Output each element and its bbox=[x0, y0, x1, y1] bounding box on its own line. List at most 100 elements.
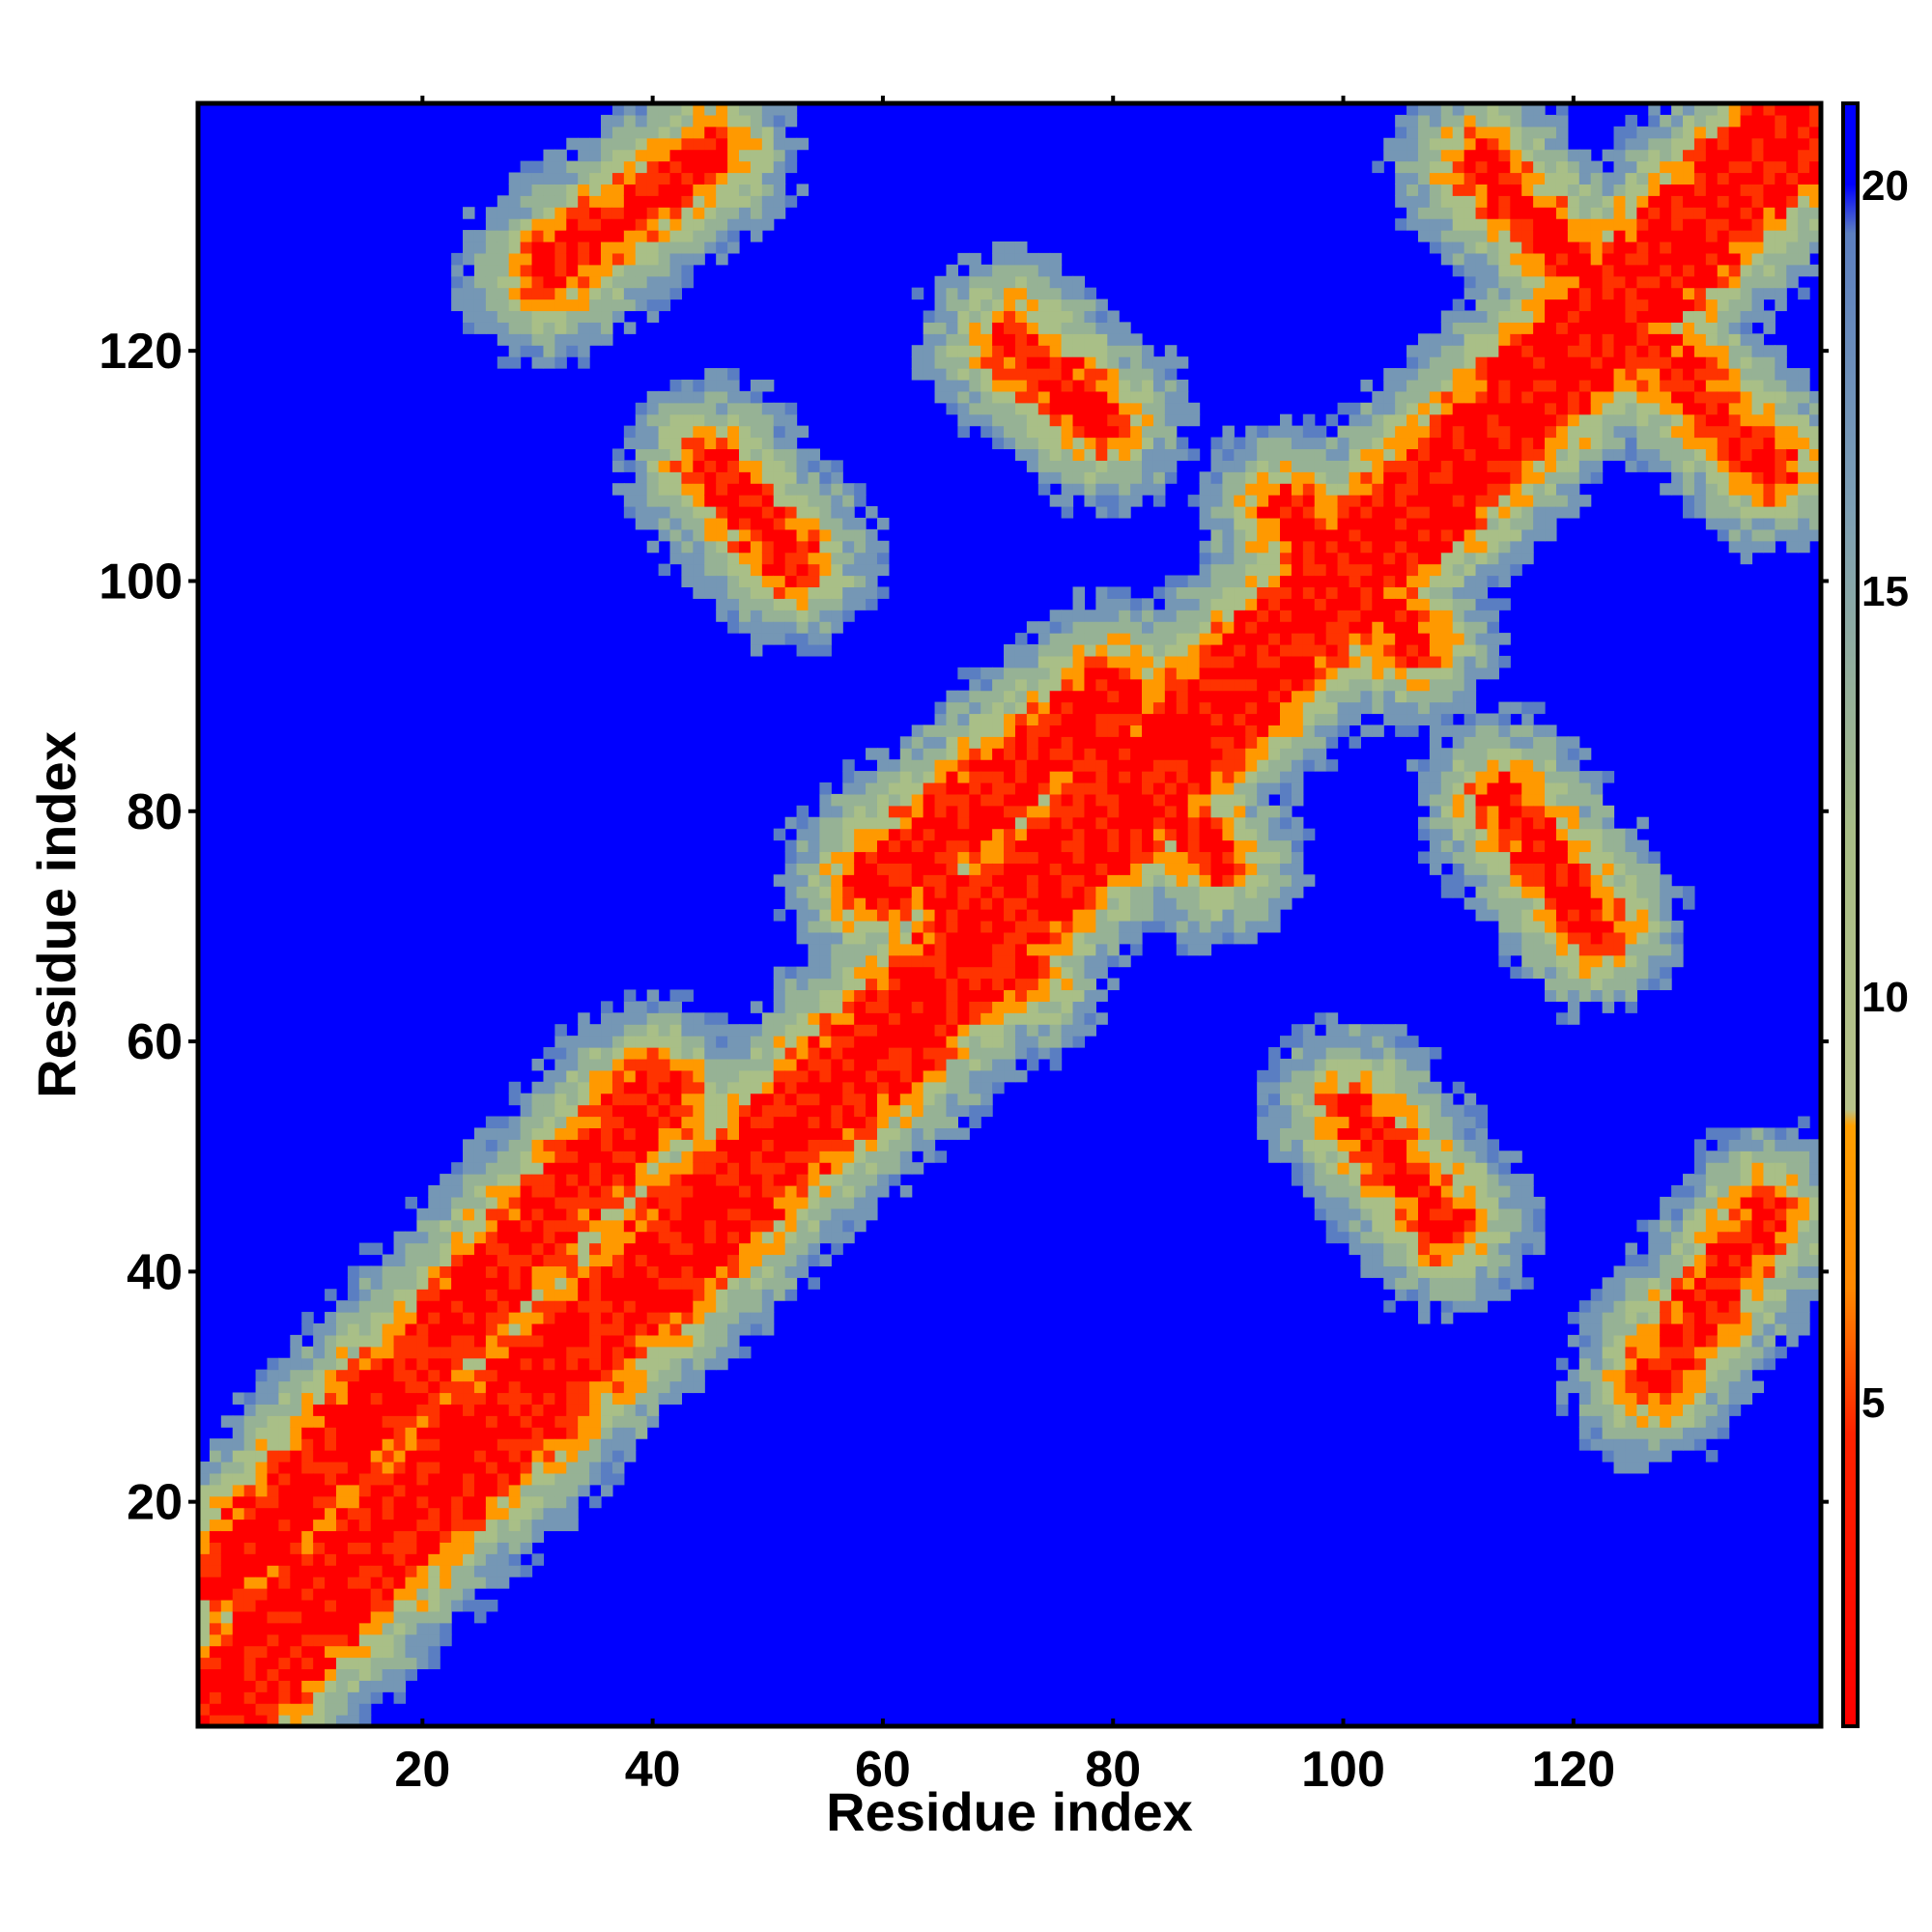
heatmap-cell bbox=[1130, 667, 1143, 680]
heatmap-cell bbox=[451, 1392, 464, 1405]
heatmap-cell bbox=[842, 552, 855, 565]
heatmap-cell bbox=[232, 1530, 245, 1543]
heatmap-cell bbox=[440, 1415, 452, 1428]
heatmap-cell bbox=[923, 978, 936, 991]
heatmap-cell bbox=[761, 448, 775, 461]
heatmap-cell bbox=[693, 460, 705, 472]
heatmap-cell bbox=[267, 1668, 279, 1681]
heatmap-cell bbox=[1187, 736, 1201, 749]
heatmap-cell bbox=[727, 1104, 740, 1118]
heatmap-cell bbox=[957, 781, 970, 795]
heatmap-cell bbox=[566, 1507, 579, 1520]
heatmap-cell bbox=[1280, 540, 1293, 554]
heatmap-cell bbox=[1107, 886, 1120, 898]
heatmap-cell bbox=[842, 920, 855, 933]
heatmap-cell bbox=[946, 828, 958, 841]
heatmap-cell bbox=[739, 1116, 752, 1129]
heatmap-cell bbox=[669, 552, 683, 565]
heatmap-cell bbox=[1234, 874, 1246, 887]
heatmap-cell bbox=[658, 483, 671, 496]
heatmap-cell bbox=[497, 1415, 510, 1428]
heatmap-cell bbox=[1280, 724, 1293, 737]
heatmap-cell bbox=[554, 241, 567, 254]
heatmap-cell bbox=[819, 460, 832, 472]
heatmap-cell bbox=[727, 1219, 740, 1233]
heatmap-cell bbox=[681, 1151, 694, 1163]
heatmap-cell bbox=[635, 1139, 648, 1151]
heatmap-cell bbox=[854, 528, 867, 542]
heatmap-cell bbox=[1325, 1196, 1339, 1209]
heatmap-cell bbox=[646, 1369, 660, 1382]
heatmap-cell bbox=[980, 805, 993, 818]
heatmap-cell bbox=[255, 1691, 269, 1704]
heatmap-cell bbox=[508, 1450, 522, 1463]
heatmap-cell bbox=[473, 1599, 487, 1612]
heatmap-cell bbox=[1119, 322, 1131, 334]
heatmap-cell bbox=[566, 333, 579, 346]
heatmap-cell bbox=[1130, 402, 1143, 415]
heatmap-cell bbox=[566, 1047, 579, 1060]
heatmap-cell bbox=[601, 1185, 613, 1198]
heatmap-cell bbox=[1291, 690, 1304, 703]
heatmap-cell bbox=[635, 1024, 648, 1037]
heatmap-cell bbox=[969, 839, 981, 853]
heatmap-cell bbox=[278, 1577, 291, 1589]
heatmap-cell bbox=[646, 471, 660, 484]
heatmap-cell bbox=[646, 1334, 660, 1348]
heatmap-cell bbox=[428, 1312, 440, 1324]
heatmap-cell bbox=[1072, 736, 1086, 749]
heatmap-cell bbox=[566, 1127, 579, 1140]
heatmap-cell bbox=[1245, 621, 1258, 634]
heatmap-cell bbox=[819, 863, 832, 875]
heatmap-cell bbox=[1164, 471, 1178, 484]
heatmap-cell bbox=[1107, 621, 1120, 634]
heatmap-cell bbox=[601, 1162, 613, 1175]
heatmap-cell bbox=[623, 230, 637, 242]
heatmap-cell bbox=[750, 1151, 763, 1163]
heatmap-cell bbox=[946, 402, 958, 415]
heatmap-cell bbox=[888, 793, 901, 807]
heatmap-cell bbox=[370, 1242, 384, 1256]
heatmap-cell bbox=[1142, 863, 1154, 875]
heatmap-cell bbox=[773, 103, 786, 116]
heatmap-cell bbox=[773, 483, 786, 496]
heatmap-cell bbox=[554, 1369, 567, 1382]
heatmap-cell bbox=[1280, 805, 1293, 818]
heatmap-cell bbox=[1084, 368, 1096, 381]
heatmap-cell bbox=[808, 978, 820, 991]
heatmap-cell bbox=[335, 1703, 349, 1716]
heatmap-cell bbox=[393, 1610, 407, 1624]
heatmap-cell bbox=[267, 1438, 279, 1451]
heatmap-cell bbox=[934, 851, 948, 864]
heatmap-cell bbox=[796, 506, 810, 519]
heatmap-cell bbox=[923, 805, 936, 818]
heatmap-cell bbox=[578, 207, 590, 219]
heatmap-cell bbox=[1257, 874, 1269, 887]
heatmap-cell bbox=[693, 1289, 705, 1301]
heatmap-cell bbox=[876, 966, 890, 980]
heatmap-cell bbox=[980, 1012, 993, 1025]
heatmap-cell bbox=[704, 540, 717, 554]
heatmap-cell bbox=[1026, 874, 1039, 887]
heatmap-cell bbox=[646, 184, 660, 196]
heatmap-cell bbox=[980, 264, 993, 277]
heatmap-cell bbox=[1026, 460, 1039, 472]
heatmap-cell bbox=[531, 230, 545, 242]
heatmap-cell bbox=[980, 298, 993, 312]
heatmap-cell bbox=[992, 931, 1005, 945]
heatmap-cell bbox=[1302, 667, 1316, 680]
heatmap-cell bbox=[1210, 920, 1224, 933]
heatmap-cell bbox=[1222, 678, 1235, 692]
heatmap-cell bbox=[1130, 345, 1143, 357]
heatmap-cell bbox=[508, 1196, 522, 1209]
heatmap-cell bbox=[1130, 874, 1143, 887]
heatmap-cell bbox=[566, 160, 579, 174]
heatmap-cell bbox=[716, 195, 728, 208]
heatmap-cell bbox=[911, 978, 924, 991]
heatmap-cell bbox=[923, 989, 936, 1002]
heatmap-cell bbox=[1291, 828, 1304, 841]
heatmap-cell bbox=[335, 1450, 349, 1463]
heatmap-cell bbox=[992, 863, 1005, 875]
heatmap-cell bbox=[531, 1380, 545, 1394]
heatmap-cell bbox=[681, 1346, 694, 1359]
